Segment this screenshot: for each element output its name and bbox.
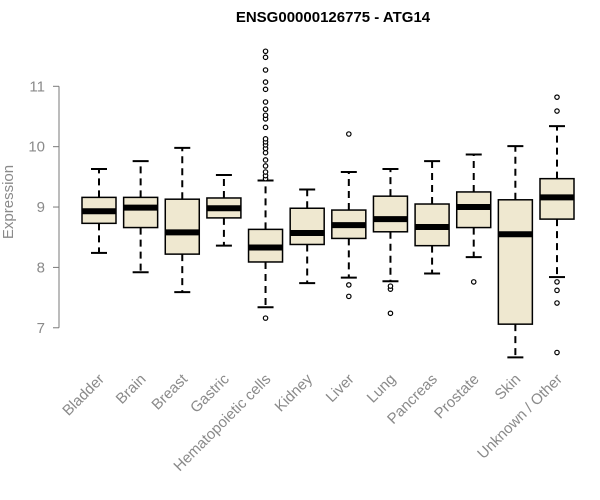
x-tick-label: Breast: [148, 370, 191, 413]
x-tick-label: Prostate: [431, 371, 483, 423]
box-skin: [497, 145, 534, 359]
box-prostate: [455, 153, 492, 285]
outlier-point: [387, 310, 394, 317]
outlier-point: [262, 86, 269, 93]
outlier-point: [387, 283, 394, 289]
iqr-box: [122, 196, 159, 229]
box-gastric: [206, 174, 242, 247]
box-liver: [331, 131, 367, 300]
x-tick-label: Liver: [323, 371, 358, 406]
x-tick-label: Kidney: [272, 370, 317, 415]
chart-title: ENSG00000126775 - ATG14: [236, 9, 431, 26]
outlier-point: [470, 279, 477, 285]
outlier-point: [346, 293, 352, 300]
iqr-box: [164, 198, 201, 255]
outlier-point: [262, 112, 269, 119]
x-tick-label: Brain: [113, 371, 150, 408]
outlier-point: [554, 349, 560, 356]
box-unknown-other: [539, 94, 575, 356]
outlier-point: [262, 163, 269, 169]
box-kidney: [289, 188, 325, 285]
box-pancreas: [414, 160, 450, 275]
outlier-point: [346, 282, 352, 288]
outlier-point: [262, 54, 269, 61]
outlier-point: [262, 79, 269, 85]
outlier-point: [262, 315, 269, 321]
y-tick-label: 8: [37, 259, 45, 276]
outlier-point: [262, 124, 269, 131]
outlier-point: [262, 157, 269, 163]
y-tick-label: 11: [29, 78, 45, 95]
y-tick-label: 7: [37, 320, 45, 337]
box-bladder: [81, 168, 117, 254]
outlier-point: [262, 136, 269, 142]
outlier-point: [554, 287, 560, 294]
box-hematopoietic-cells: [247, 48, 284, 321]
box-breast: [164, 146, 201, 294]
outlier-point: [262, 99, 269, 105]
y-axis: 7 8 9 10 11: [28, 78, 60, 337]
outlier-point: [554, 108, 560, 114]
outlier-point: [262, 48, 269, 55]
x-tick-label: Lung: [364, 371, 400, 407]
y-tick-label: 9: [37, 199, 45, 216]
y-tick-label: 10: [28, 139, 45, 156]
iqr-box: [372, 195, 409, 233]
x-tick-label: Skin: [492, 371, 525, 404]
outlier-point: [262, 67, 269, 73]
iqr-box: [289, 207, 325, 246]
outlier-point: [262, 106, 269, 113]
outlier-point: [554, 300, 560, 306]
y-axis-label: Expression: [0, 165, 17, 239]
outlier-point: [554, 94, 560, 100]
box-series: [81, 48, 575, 359]
outlier-point: [554, 279, 560, 285]
outlier-point: [262, 169, 269, 175]
iqr-box: [497, 199, 534, 325]
box-brain: [122, 160, 159, 274]
x-tick-label: Bladder: [59, 371, 108, 420]
box-lung: [372, 168, 409, 317]
outlier-point: [346, 131, 352, 137]
